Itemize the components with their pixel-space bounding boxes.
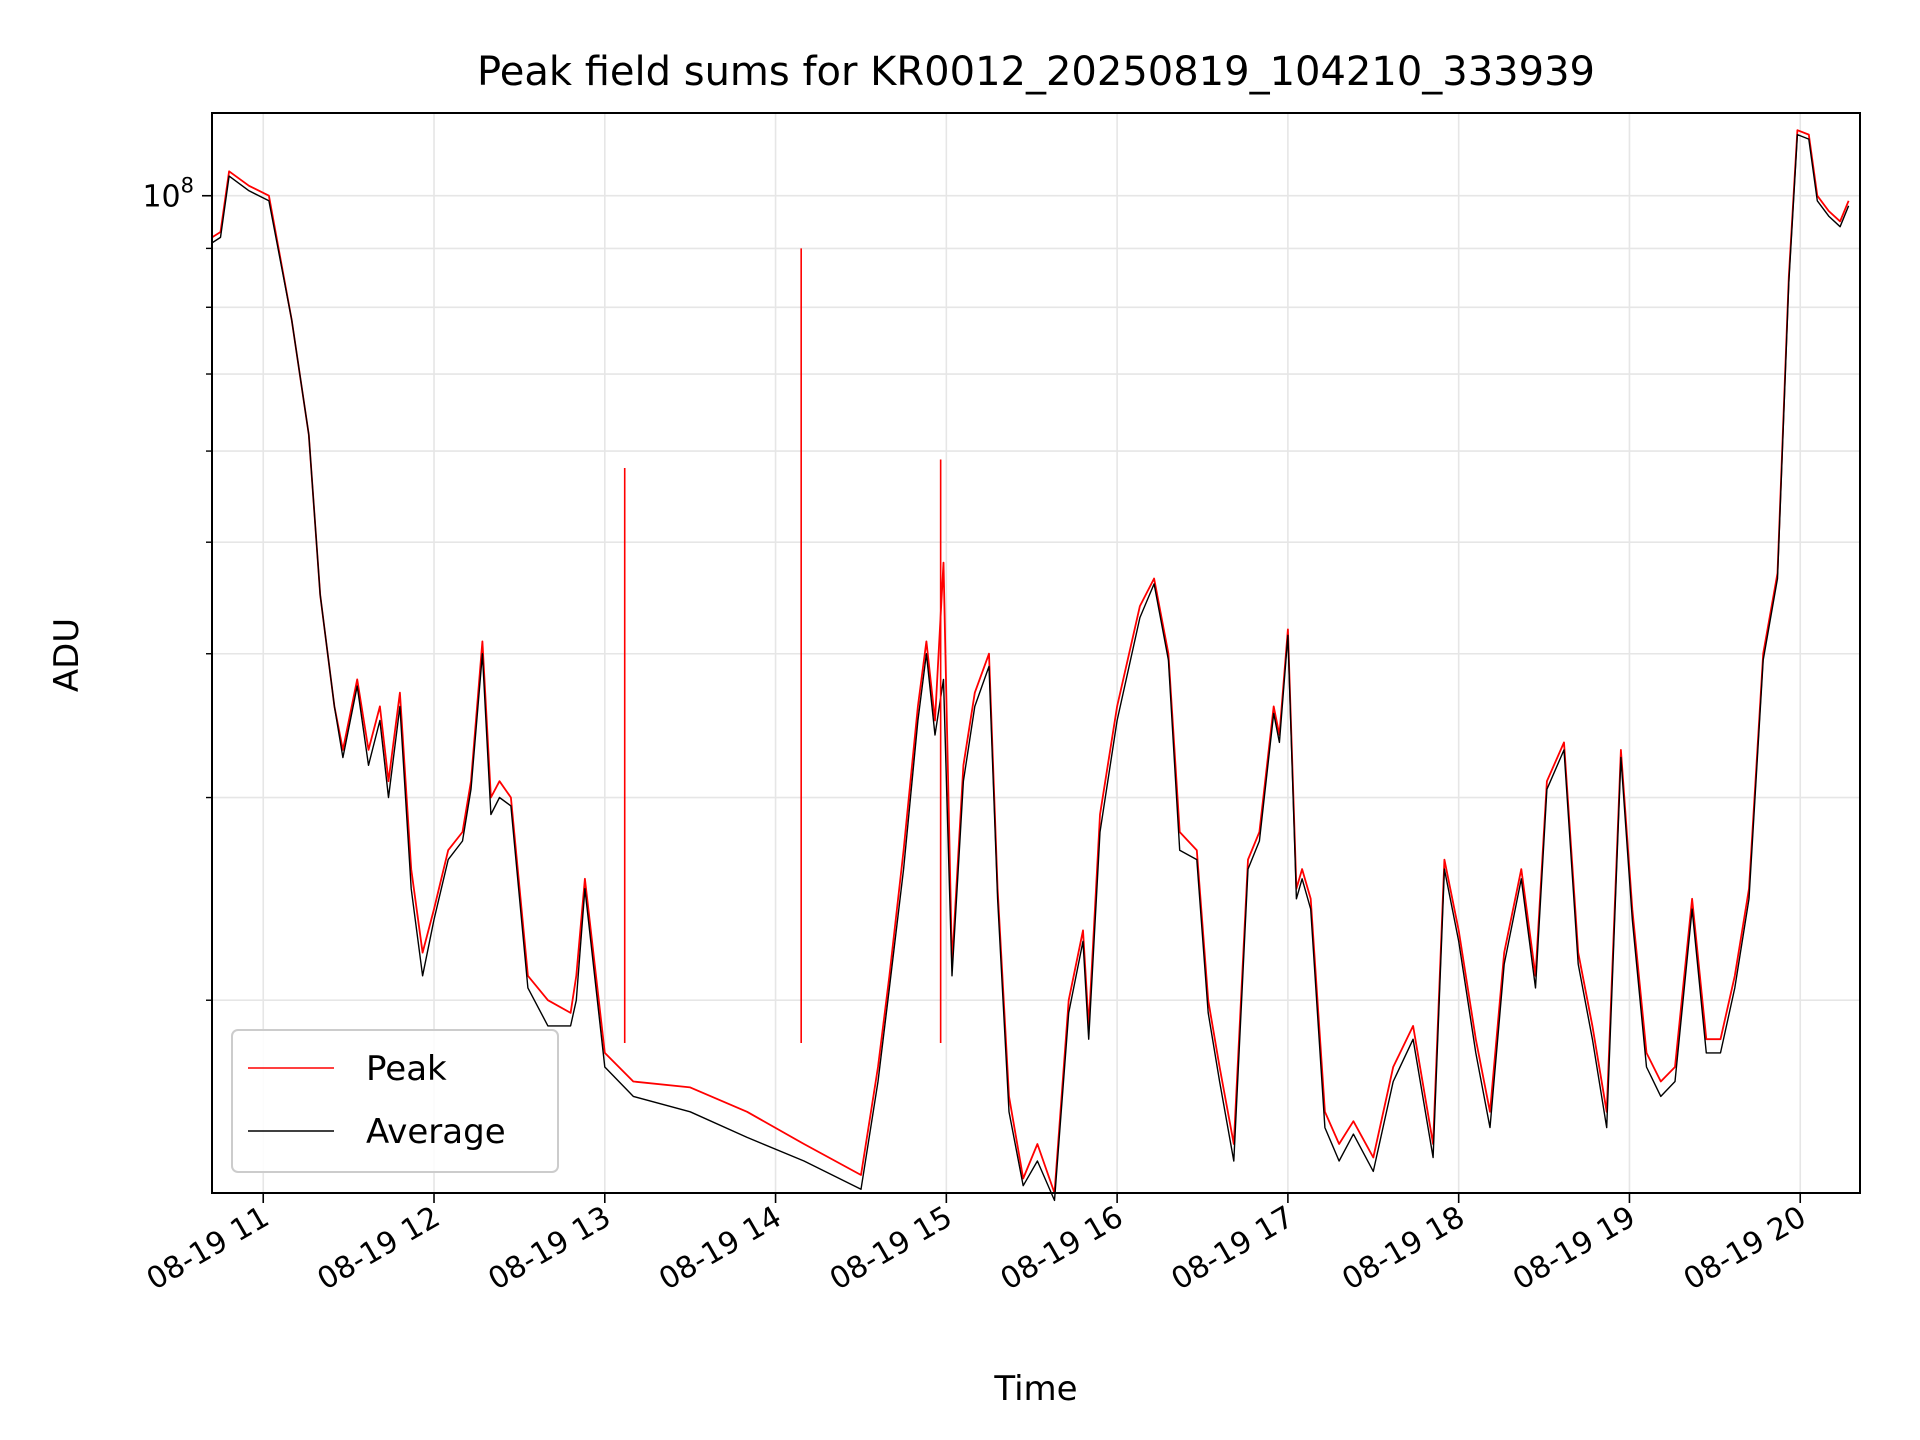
series-line-average — [211, 133, 1850, 1202]
series-group — [211, 129, 1850, 1202]
legend-label-peak: Peak — [366, 1049, 447, 1089]
chart-title: Peak field sums for KR0012_20250819_1042… — [477, 49, 1595, 95]
y-axis-label: ADU — [47, 618, 87, 692]
legend-label-average: Average — [366, 1112, 506, 1152]
legend-box — [231, 1029, 559, 1173]
y-tick-label: 108 — [142, 174, 194, 215]
y-axis-ticks: 108 — [142, 174, 212, 1001]
plot-frame — [211, 112, 1861, 1194]
legend: Peak Average — [231, 1029, 559, 1173]
x-axis-label: Time — [993, 1369, 1077, 1409]
